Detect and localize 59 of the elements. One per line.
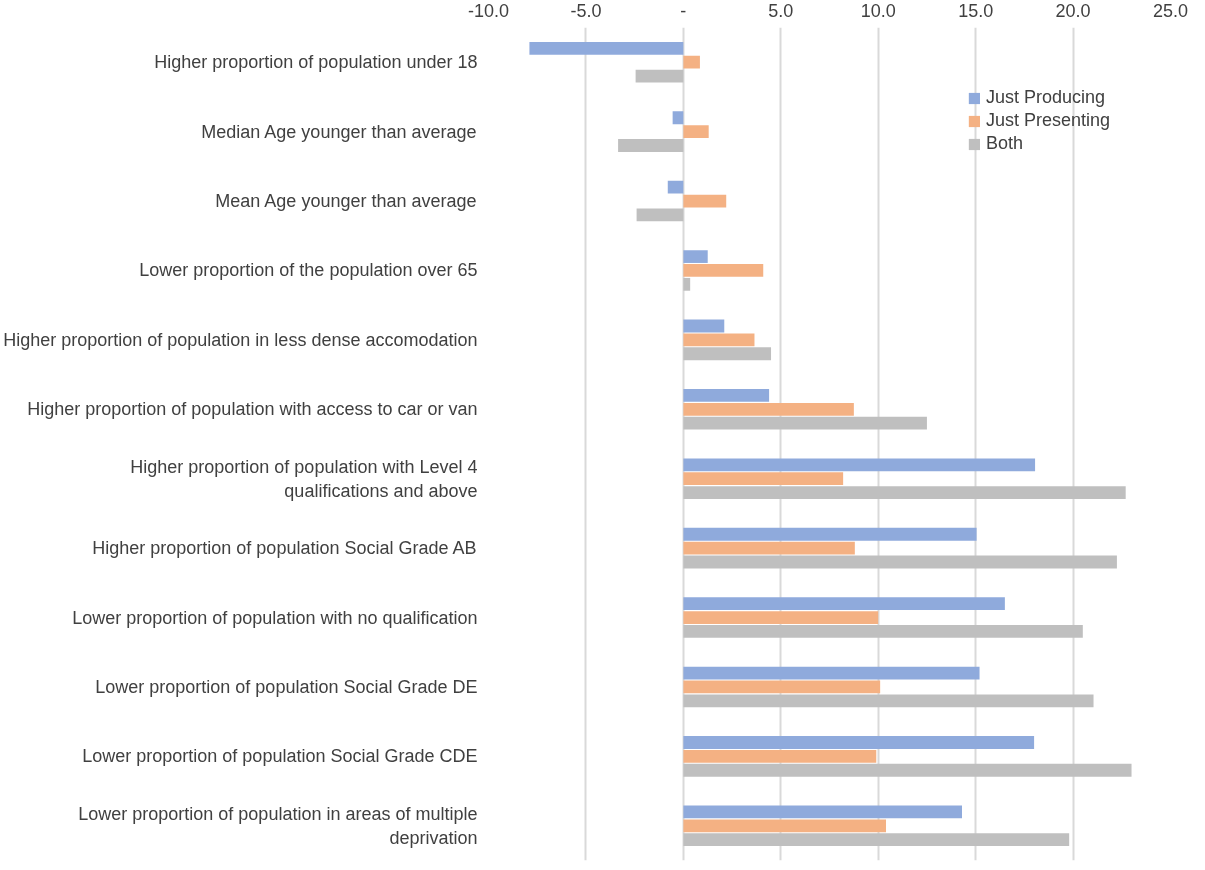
x-tick-label: 20.0	[1055, 0, 1091, 21]
y-tick-label: Higher proportion of population in less dense accomodation	[3, 329, 478, 350]
bar	[683, 472, 844, 486]
bar	[683, 611, 879, 624]
bar	[683, 333, 755, 347]
x-tick-label: -	[680, 0, 687, 21]
bar	[683, 527, 977, 541]
bar	[636, 208, 684, 222]
x-tick-label: -10.0	[467, 0, 510, 21]
legend-label: Just Presenting	[985, 110, 1110, 131]
y-tick-label: Lower proportion of population Social Grade CDE	[82, 746, 478, 767]
bar	[683, 694, 1094, 708]
legend-label: Both	[985, 133, 1023, 154]
y-tick-label: Lower proportion of the population over 65	[139, 260, 478, 281]
legend-label: Just Producing	[985, 87, 1105, 108]
y-tick-label: Lower proportion of population in areas of multiple deprivation	[78, 803, 478, 848]
y-tick-label: Higher proportion of population under 18	[154, 52, 478, 73]
bar	[683, 319, 725, 333]
bar	[635, 69, 684, 83]
bar	[683, 250, 708, 263]
bar	[683, 389, 770, 402]
y-tick-label: Mean Age younger than average	[215, 191, 477, 212]
bar	[683, 55, 700, 69]
bar	[683, 555, 1117, 569]
y-tick-label: Lower proportion of population with no qualification	[72, 607, 478, 628]
y-tick-label: Median Age younger than average	[201, 121, 477, 142]
x-tick-label: 10.0	[860, 0, 896, 21]
bar	[683, 736, 1035, 749]
bar	[683, 680, 881, 694]
x-tick-label: 15.0	[958, 0, 994, 21]
bar	[683, 625, 1083, 638]
bar	[683, 597, 1005, 611]
bar	[683, 458, 1036, 472]
bar	[618, 139, 684, 152]
bar	[683, 749, 877, 763]
bar	[683, 486, 1126, 499]
bar	[672, 111, 684, 125]
bar	[529, 41, 684, 55]
bar	[683, 194, 727, 208]
bar	[683, 277, 691, 291]
x-tick-label: 5.0	[768, 0, 794, 21]
bar	[667, 180, 684, 194]
y-tick-label: Higher proportion of population with Level 4 qualifications and above	[130, 456, 478, 501]
bar	[683, 264, 764, 277]
bar	[683, 125, 709, 139]
bar	[683, 763, 1132, 777]
bar	[683, 666, 980, 680]
y-tick-label: Lower proportion of population Social Grade DE	[95, 676, 478, 697]
x-tick-label: -5.0	[570, 0, 602, 21]
bar	[683, 805, 962, 819]
bar	[683, 541, 855, 555]
bar	[683, 402, 854, 416]
x-tick-label: 25.0	[1152, 0, 1189, 21]
y-tick-label: Higher proportion of population Social Grade AB	[92, 538, 477, 559]
bar	[683, 819, 887, 833]
bar	[683, 833, 1070, 847]
bar	[683, 416, 927, 430]
y-tick-label: Higher proportion of population with access to car or van	[27, 399, 478, 420]
bar	[683, 347, 772, 361]
